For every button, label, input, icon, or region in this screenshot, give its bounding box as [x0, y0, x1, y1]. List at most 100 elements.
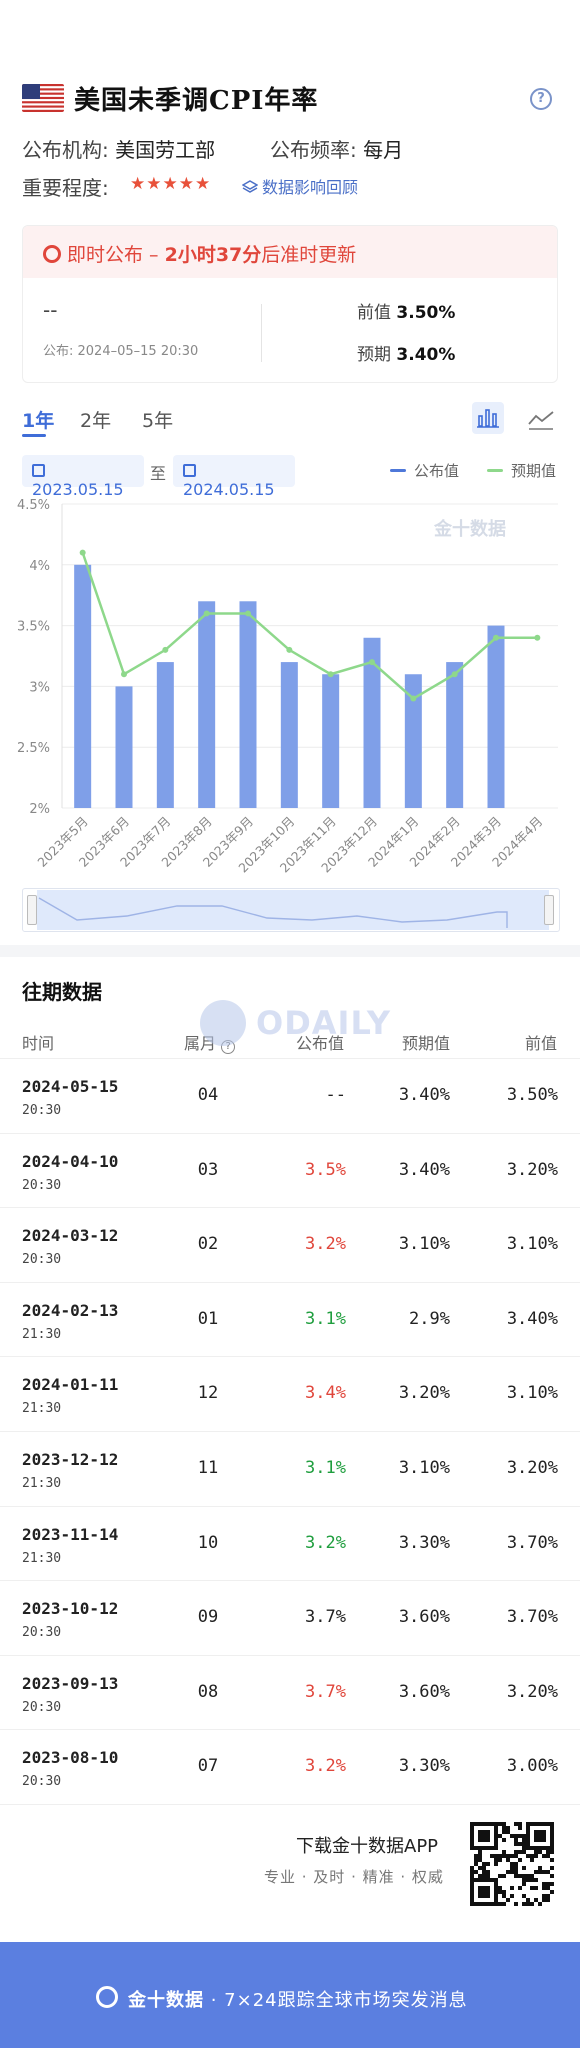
- download-app-text[interactable]: 下载金十数据APP: [296, 1836, 439, 1857]
- y-tick-label: 2.5%: [17, 741, 50, 756]
- row-forecast: 3.30%: [398, 1756, 450, 1777]
- row-time: 21:30: [22, 1401, 62, 1417]
- frequency-value: 每月: [363, 138, 404, 162]
- row-forecast: 3.60%: [398, 1607, 450, 1628]
- agency-value: 美国劳工部: [115, 138, 216, 162]
- legend-actual[interactable]: 公布值: [390, 460, 459, 481]
- row-time: 21:30: [22, 1326, 62, 1342]
- row-time: 20:30: [22, 1699, 62, 1715]
- col-time: 时间: [22, 1034, 55, 1053]
- row-date: 2023-10-12: [22, 1599, 119, 1619]
- legend-forecast[interactable]: 预期值: [487, 460, 556, 481]
- row-date: 2024-02-13: [22, 1300, 119, 1320]
- footer-brand: 金十数据: [128, 1990, 204, 2011]
- y-tick-label: 2%: [29, 802, 50, 817]
- tab-5y[interactable]: 5年: [142, 410, 174, 432]
- end-date-picker[interactable]: 2024.05.15: [173, 455, 295, 499]
- row-month: 11: [197, 1458, 219, 1478]
- importance-stars: ★★★★★: [130, 174, 212, 194]
- forecast-point: [79, 549, 86, 556]
- bar-chart-toggle[interactable]: [472, 402, 504, 434]
- row-forecast: 3.30%: [398, 1532, 450, 1553]
- y-tick-label: 4%: [29, 559, 50, 574]
- table-row: 2023-12-12 21:30 11 3.1% 3.10% 3.20%: [0, 1431, 580, 1506]
- layers-icon: [241, 180, 259, 193]
- release-status-bar: 即时公布 – 2小时37分后准时更新: [23, 226, 557, 278]
- navigator-selection[interactable]: [37, 890, 549, 930]
- forecast-point: [534, 634, 541, 641]
- col-actual: 公布值: [296, 1034, 345, 1053]
- footer-banner: 金十数据 · 7×24跟踪全球市场突发消息: [0, 1942, 580, 2048]
- start-date-picker[interactable]: 2023.05.15: [22, 455, 144, 499]
- footer-tagline: · 7×24跟踪全球市场突发消息: [204, 1990, 468, 2011]
- bar: [363, 637, 381, 808]
- forecast-label: 预期: [357, 345, 391, 365]
- actual-value: --: [43, 298, 58, 322]
- status-suffix: 后准时更新: [261, 244, 357, 266]
- watermark-text: ODAILY: [256, 1004, 392, 1042]
- row-date: 2023-11-14: [22, 1524, 119, 1544]
- frequency-label: 公布频率:: [270, 138, 357, 162]
- row-actual: 3.2%: [305, 1532, 346, 1553]
- history-title: 往期数据: [22, 980, 102, 1004]
- forecast-point: [203, 610, 210, 617]
- agency-label: 公布机构:: [22, 138, 109, 162]
- table-row: 2024-05-15 20:30 04 -- 3.40% 3.50%: [0, 1058, 580, 1133]
- date-separator: 至: [150, 464, 167, 483]
- row-month: 10: [197, 1532, 219, 1553]
- row-forecast: 3.60%: [398, 1681, 450, 1702]
- forecast-point: [121, 671, 127, 678]
- forecast-value: 3.40%: [396, 345, 456, 365]
- range-navigator[interactable]: [22, 888, 560, 932]
- row-previous: 3.70%: [506, 1607, 558, 1628]
- row-time: 20:30: [22, 1103, 62, 1118]
- release-card: 即时公布 – 2小时37分后准时更新 -- 公布: 2024–05–15 20:…: [22, 225, 558, 383]
- row-time: 21:30: [22, 1550, 62, 1566]
- forecast-line: [81, 552, 538, 701]
- impact-review-link[interactable]: 数据影响回顾: [241, 174, 358, 198]
- navigator-right-handle[interactable]: [544, 895, 554, 925]
- line-chart-icon[interactable]: [526, 404, 556, 434]
- row-forecast: 3.20%: [398, 1383, 450, 1404]
- tab-indicator: [22, 434, 46, 437]
- row-previous: 3.00%: [506, 1756, 558, 1777]
- navigator-left-handle[interactable]: [27, 895, 37, 925]
- tab-1y[interactable]: 1年: [22, 410, 55, 432]
- calendar-icon: [183, 464, 196, 477]
- row-date: 2024-04-10: [22, 1151, 119, 1171]
- table-row: 2023-08-10 20:30 07 3.2% 3.30% 3.00%: [0, 1729, 580, 1804]
- col-forecast: 预期值: [402, 1034, 451, 1053]
- release-icon: [43, 245, 61, 263]
- table-row: 2024-03-12 20:30 02 3.2% 3.10% 3.10%: [0, 1207, 580, 1282]
- help-icon[interactable]: ?: [530, 88, 552, 110]
- previous-row: 前值 3.50%: [357, 298, 455, 323]
- col-prev: 前值: [525, 1034, 558, 1053]
- odaily-watermark: ODAILY: [200, 1000, 400, 1048]
- bar: [198, 601, 216, 808]
- bar: [115, 686, 133, 808]
- tab-2y[interactable]: 2年: [80, 410, 112, 432]
- jin10-logo-icon: [96, 1986, 118, 2008]
- row-month: 07: [197, 1756, 219, 1777]
- row-time: 21:30: [22, 1476, 62, 1491]
- status-prefix: 即时公布 –: [67, 244, 165, 266]
- row-actual: 3.2%: [305, 1234, 346, 1255]
- legend-actual-swatch: [390, 469, 406, 472]
- row-time: 20:30: [22, 1625, 62, 1641]
- row-actual: 3.7%: [305, 1681, 346, 1702]
- row-actual: --: [325, 1085, 346, 1105]
- release-status: 即时公布 – 2小时37分后准时更新: [43, 240, 356, 267]
- qr-code-icon: [470, 1822, 554, 1906]
- table-bottom-border: [0, 1804, 580, 1805]
- bar: [156, 662, 174, 808]
- legend-actual-label: 公布值: [414, 462, 460, 480]
- row-month: 03: [197, 1159, 219, 1180]
- cpi-chart[interactable]: 2%2.5%3%3.5%4%4.5%金十数据2023年5月2023年6月2023…: [0, 490, 580, 890]
- row-forecast: 3.10%: [398, 1458, 450, 1478]
- bar: [487, 625, 505, 808]
- row-previous: 3.50%: [506, 1085, 558, 1105]
- countdown: 2小时37分: [164, 244, 262, 266]
- row-time: 20:30: [22, 1774, 62, 1790]
- bar: [280, 662, 298, 808]
- navigator-preview-line: [38, 897, 508, 928]
